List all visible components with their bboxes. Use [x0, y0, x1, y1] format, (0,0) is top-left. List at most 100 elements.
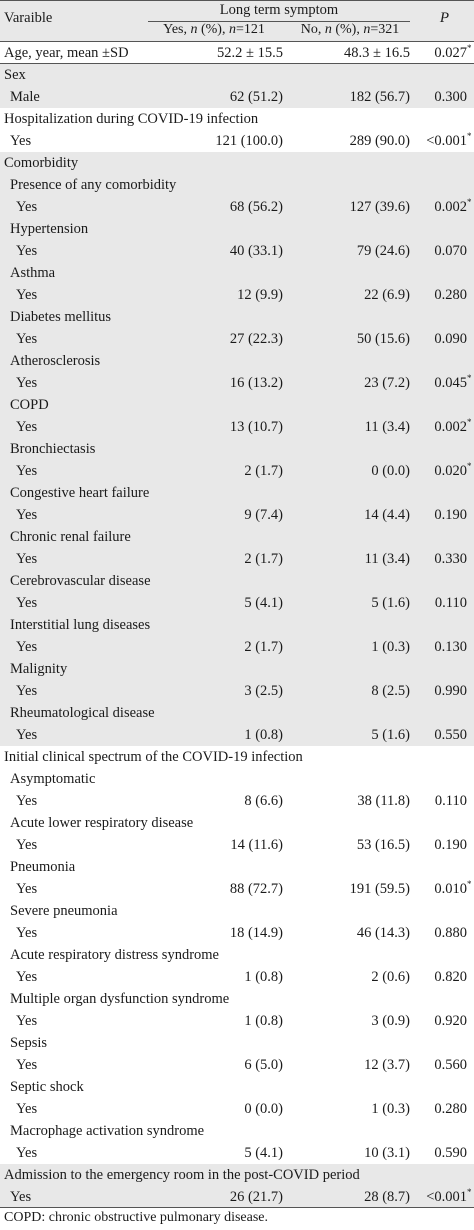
row-label: Yes [16, 837, 38, 853]
table-row: Yes 8 (6.6) 38 (11.8) 0.110 [0, 790, 474, 812]
p-value-cell: 0.110 [434, 793, 467, 809]
significance-marker: * [467, 879, 472, 889]
row-label: Yes [16, 199, 38, 215]
no-value-cell: 28 (8.7) [364, 1189, 410, 1205]
table-row: Hospitalization during COVID-19 infectio… [0, 108, 474, 130]
table-row: Diabetes mellitus [0, 306, 474, 328]
no-value-cell: 182 (56.7) [349, 89, 410, 105]
p-value-cell: 0.110 [434, 595, 467, 611]
section-label: Sex [4, 67, 26, 83]
row-label: Yes [16, 507, 38, 523]
table-row: Yes 12 (9.9) 22 (6.9) 0.280 [0, 284, 474, 306]
row-label: Yes [16, 925, 38, 941]
subsection-label: Presence of any comorbidity [10, 177, 177, 193]
p-value-cell: 0.990 [434, 683, 467, 699]
subsection-label: Interstitial lung diseases [10, 617, 151, 633]
table-row: Macrophage activation syndrome [0, 1120, 474, 1142]
subsection-label: Multiple organ dysfunction syndrome [10, 991, 230, 1007]
yes-value-cell: 5 (4.1) [244, 1145, 283, 1161]
table-row: Yes 1 (0.8) 3 (0.9) 0.920 [0, 1010, 474, 1032]
no-value-cell: 38 (11.8) [357, 793, 410, 809]
no-value-cell: 191 (59.5) [349, 881, 410, 897]
p-value-cell: 0.590 [434, 1145, 467, 1161]
subsection-label: Diabetes mellitus [10, 309, 112, 325]
subsection-label: Cerebrovascular disease [10, 573, 151, 589]
no-value-cell: 12 (3.7) [364, 1057, 410, 1073]
row-label: Yes [16, 551, 38, 567]
subsection-label: Atherosclerosis [10, 353, 101, 369]
table-row: Yes 26 (21.7) 28 (8.7) <0.001 * [0, 1186, 474, 1208]
table-row: Male 62 (51.2) 182 (56.7) 0.300 [0, 86, 474, 108]
row-label: Yes [16, 1057, 38, 1073]
table-row: Age, year, mean ±SD 52.2 ± 15.5 48.3 ± 16.… [0, 42, 474, 64]
subsection-label: Asthma [10, 265, 56, 281]
no-value-cell: 48.3 ± 16.5 [344, 45, 410, 61]
table-row: Congestive heart failure [0, 482, 474, 504]
section-label: Admission to the emergency room in the p… [4, 1167, 360, 1183]
table-row: Initial clinical spectrum of the COVID-1… [0, 746, 474, 768]
no-value-cell: 0 (0.0) [371, 463, 410, 479]
subsection-label: Malignity [10, 661, 68, 677]
table-row: Yes 16 (13.2) 23 (7.2) 0.045 * [0, 372, 474, 394]
subsection-label: Bronchiectasis [10, 441, 96, 457]
significance-marker: * [467, 1187, 472, 1197]
p-value-cell: 0.002 [434, 419, 467, 435]
row-label: Yes [16, 419, 38, 435]
row-label: Yes [16, 727, 38, 743]
no-value-cell: 8 (2.5) [371, 683, 410, 699]
section-label: Initial clinical spectrum of the COVID-1… [4, 749, 303, 765]
p-value-cell: 0.190 [434, 507, 467, 523]
table-row: Rheumatological disease [0, 702, 474, 724]
table-footnote: COPD: chronic obstructive pulmonary dise… [4, 1210, 269, 1225]
table-row: Yes 2 (1.7) 1 (0.3) 0.130 [0, 636, 474, 658]
yes-value-cell: 62 (51.2) [229, 89, 283, 105]
header-rule [148, 21, 410, 22]
p-value-cell: 0.300 [434, 89, 467, 105]
subsection-label: Septic shock [10, 1079, 84, 1095]
p-value-cell: 0.020 [434, 463, 467, 479]
significance-marker: * [467, 43, 472, 53]
yes-value-cell: 13 (10.7) [229, 419, 283, 435]
no-value-cell: 23 (7.2) [364, 375, 410, 391]
subsection-label: Congestive heart failure [10, 485, 150, 501]
table-row: Hypertension [0, 218, 474, 240]
yes-value-cell: 26 (21.7) [229, 1189, 283, 1205]
significance-marker: * [467, 373, 472, 383]
table-row: Acute respiratory distress syndrome [0, 944, 474, 966]
no-value-cell: 46 (14.3) [356, 925, 410, 941]
p-value-cell: 0.045 [434, 375, 467, 391]
row-label: Yes [16, 1013, 38, 1029]
row-label: Yes [16, 463, 38, 479]
table-row: Comorbidity [0, 152, 474, 174]
row-label: Yes [16, 639, 38, 655]
p-value-cell: 0.920 [434, 1013, 467, 1029]
p-value-cell: 0.070 [434, 243, 467, 259]
p-value-cell: 0.280 [434, 1101, 467, 1117]
subsection-label: Macrophage activation syndrome [10, 1123, 205, 1139]
row-label: Yes [16, 881, 38, 897]
table-row: Yes 1 (0.8) 2 (0.6) 0.820 [0, 966, 474, 988]
yes-value-cell: 52.2 ± 15.5 [217, 45, 283, 61]
table-row: Sex [0, 64, 474, 86]
significance-marker: * [467, 131, 472, 141]
table-row: Severe pneumonia [0, 900, 474, 922]
yes-column-header: Yes, n (%), n=121 [163, 22, 265, 37]
section-label: Age, year, mean ±SD [4, 45, 129, 61]
section-label: Comorbidity [4, 155, 79, 171]
p-value-cell: 0.330 [434, 551, 467, 567]
p-value-cell: <0.001 [426, 1189, 467, 1205]
table-row: COPD [0, 394, 474, 416]
table-row: Yes 5 (4.1) 5 (1.6) 0.110 [0, 592, 474, 614]
subsection-label: Sepsis [10, 1035, 48, 1051]
table-row: Yes 0 (0.0) 1 (0.3) 0.280 [0, 1098, 474, 1120]
yes-value-cell: 3 (2.5) [244, 683, 283, 699]
no-value-cell: 289 (90.0) [349, 133, 410, 149]
table-row: Bronchiectasis [0, 438, 474, 460]
table-row: Atherosclerosis [0, 350, 474, 372]
table-row: Cerebrovascular disease [0, 570, 474, 592]
p-value-cell: <0.001 [426, 133, 467, 149]
table-row: Yes 5 (4.1) 10 (3.1) 0.590 [0, 1142, 474, 1164]
row-label: Yes [16, 375, 38, 391]
no-value-cell: 53 (16.5) [356, 837, 410, 853]
